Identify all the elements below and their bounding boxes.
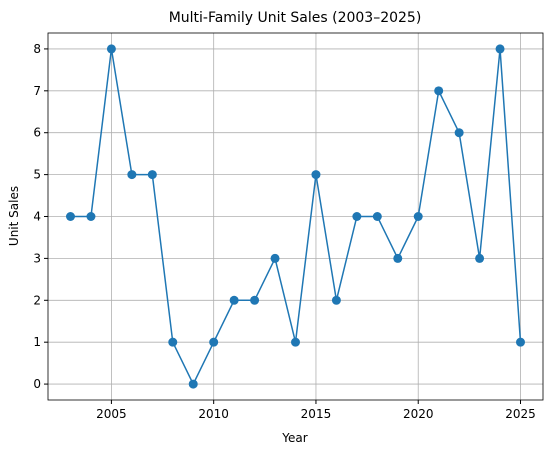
y-tick-label: 5: [33, 168, 41, 182]
y-tick-label: 6: [33, 126, 41, 140]
point: [147, 170, 157, 180]
y-tick-label: 8: [33, 42, 41, 56]
point: [86, 212, 96, 221]
x-tick-label: 2025: [505, 407, 536, 421]
x-tick-label: 2015: [301, 407, 332, 421]
point: [209, 337, 219, 347]
point: [127, 170, 137, 180]
x-tick-label: 2010: [198, 407, 229, 421]
point: [106, 44, 116, 54]
point: [393, 253, 403, 263]
point: [66, 212, 75, 221]
point: [413, 212, 423, 221]
y-tick-label: 0: [33, 377, 41, 391]
point: [250, 295, 260, 305]
x-axis-label: Year: [281, 431, 307, 445]
x-tick-label: 2020: [403, 407, 434, 421]
point: [516, 337, 525, 347]
y-tick-label: 3: [33, 251, 41, 265]
chart-title: Multi-Family Unit Sales (2003–2025): [169, 10, 422, 26]
point: [311, 170, 321, 180]
point: [229, 295, 239, 305]
point: [454, 128, 464, 138]
point: [291, 337, 300, 347]
plot-frame: [47, 32, 544, 401]
point: [168, 337, 178, 347]
y-axis-label: Unit Sales: [7, 186, 21, 246]
point: [331, 295, 341, 305]
y-tick-label: 4: [33, 210, 41, 224]
point: [188, 379, 198, 389]
point: [372, 212, 382, 221]
point: [352, 212, 362, 221]
point: [475, 253, 485, 263]
y-tick-label: 1: [33, 335, 41, 349]
point: [495, 44, 505, 54]
point: [434, 86, 444, 96]
y-tick-label: 7: [33, 84, 41, 98]
point: [270, 253, 280, 263]
x-tick-label: 2005: [96, 407, 127, 421]
y-tick-label: 2: [33, 293, 41, 307]
